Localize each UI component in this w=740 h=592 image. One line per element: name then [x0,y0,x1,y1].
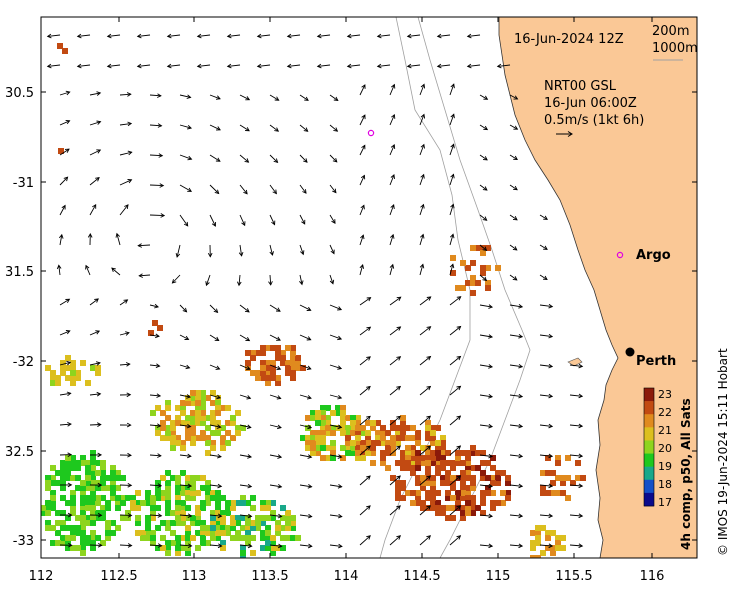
colorbar-labels: 23 22 21 20 19 18 17 [658,388,672,509]
y-tick-label: -33 [13,534,34,549]
x-tick-label: 113 [182,569,207,584]
x-tick-label: 114 [334,569,359,584]
colorbar-segment [644,388,654,402]
argo-legend-marker [616,251,624,259]
contour-200m [417,17,531,558]
x-tick-label: 112.5 [100,569,137,584]
colorbar-tick-label: 18 [658,478,672,491]
colorbar-segment [644,427,654,441]
y-tick-label: 30.5 [5,86,34,101]
x-tick-label: 115 [486,569,511,584]
colorbar-tick-label: 22 [658,406,672,419]
x-tick-label: 114.5 [403,569,440,584]
vector-scale-arrow [556,131,573,137]
argo-label: Argo [636,248,671,263]
colorbar-segment [644,453,654,467]
x-tick-label: 115.5 [555,569,592,584]
y-tick-label: -32 [13,355,34,370]
argo-float-marker [367,129,375,137]
contour-1000m-label: 1000m [652,41,698,56]
current-time-label: 16-Jun 06:00Z [544,96,637,111]
colorbar-segment [644,414,654,428]
plot-frame [40,16,698,559]
x-tick-label: 112 [29,569,54,584]
colorbar-tick-label: 21 [658,424,672,437]
coastline [498,17,619,558]
contour-200m-label: 200m [652,24,689,39]
y-tick-label: -31 [13,176,34,191]
colorbar [644,388,654,507]
y-tick-label: 32.5 [5,445,34,460]
current-source-label: NRT00 GSL [544,79,617,94]
colorbar-segment [644,479,654,494]
perth-label: Perth [636,354,676,369]
y-tick-label: 31.5 [5,265,34,280]
sst-pixels [41,43,586,558]
credit-label: © IMOS 19-Jun-2024 15:11 Hobart [716,348,730,556]
date-label: 16-Jun-2024 12Z [514,32,624,47]
colorbar-title: 4h comp, p50, All Sats [679,398,693,550]
y-axis-labels: 30.5 -31 31.5 -32 32.5 -33 [5,86,34,549]
perth-marker [625,347,635,357]
colorbar-frame [643,387,655,507]
vector-scale-label: 0.5m/s (1kt 6h) [544,113,644,128]
colorbar-tick-label: 17 [658,496,672,509]
colorbar-segment [644,492,654,507]
colorbar-segment [644,401,654,415]
x-tick-label: 113.5 [251,569,288,584]
axis-ticks [40,17,697,558]
colorbar-tick-label: 23 [658,388,672,401]
colorbar-tick-label: 20 [658,442,672,455]
x-axis-labels: 112 112.5 113 113.5 114 114.5 115 115.5 … [29,569,665,584]
rottnest-island [567,357,583,367]
colorbar-tick-label: 19 [658,460,672,473]
contour-1000m [379,17,471,558]
colorbar-segment [644,466,654,481]
colorbar-segment [644,440,654,454]
current-vectors [46,33,584,549]
x-tick-label: 116 [640,569,665,584]
